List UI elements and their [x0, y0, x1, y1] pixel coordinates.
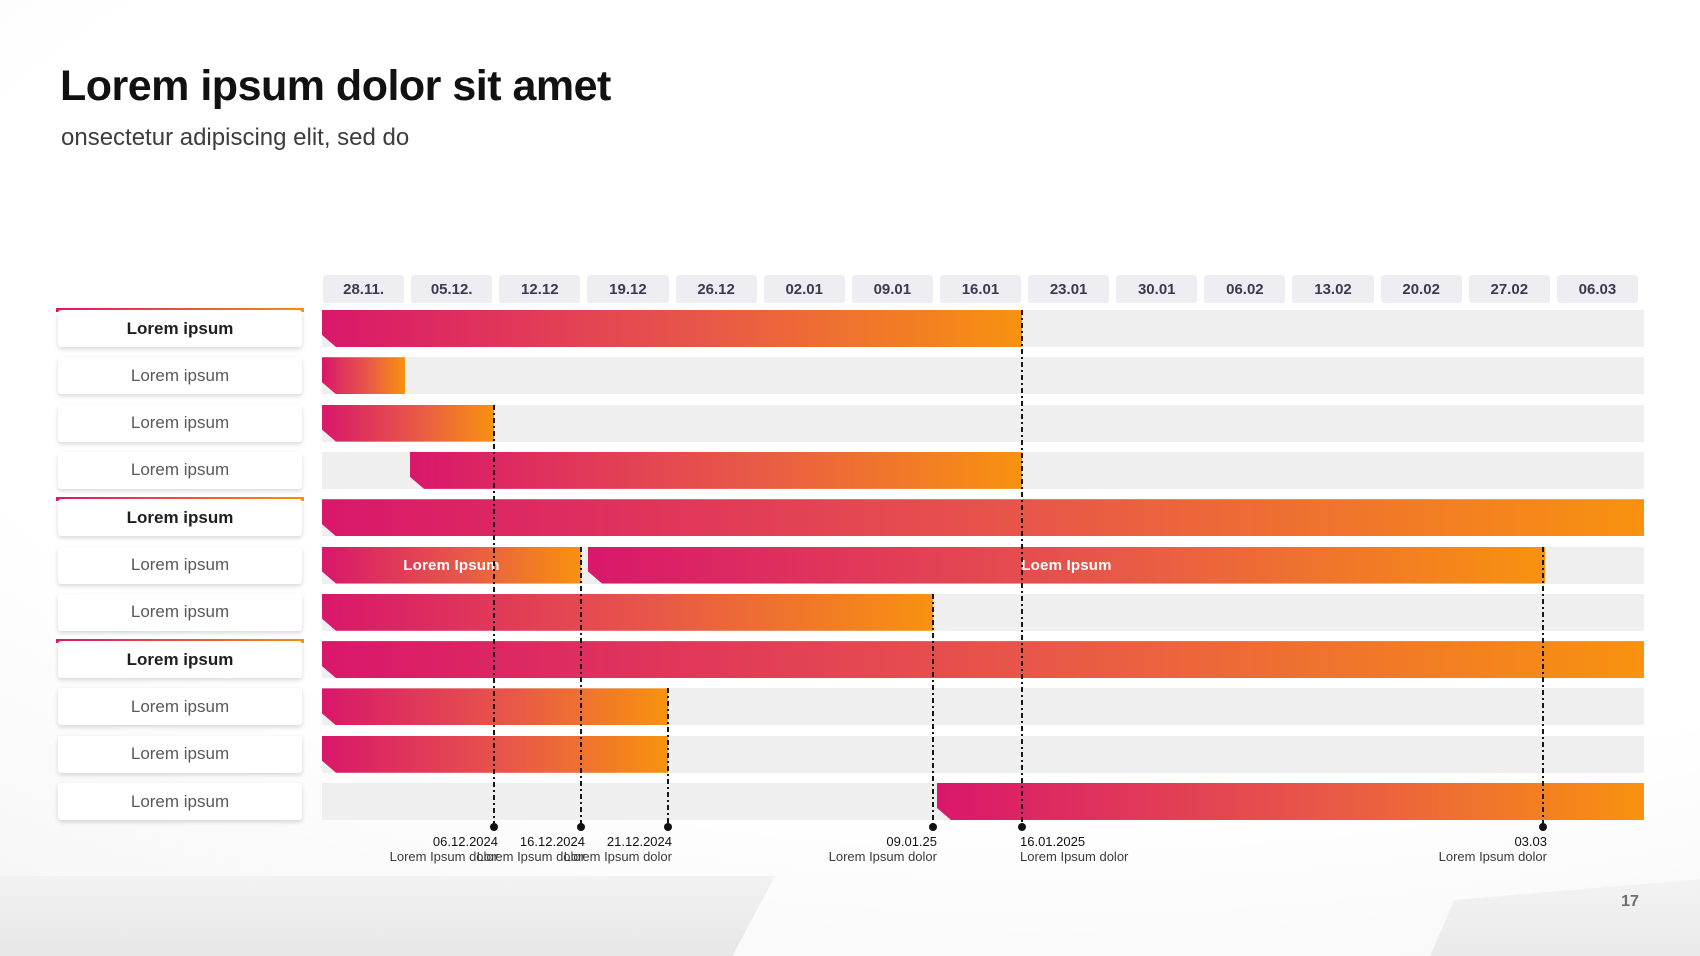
date-pill: 30.01 — [1116, 275, 1198, 303]
row-label: Lorem ipsum — [58, 593, 302, 631]
milestone-date: 16.12.2024 — [519, 834, 585, 849]
milestone-line — [580, 547, 582, 827]
gantt-bar — [322, 594, 933, 631]
gantt-bar — [322, 688, 668, 725]
milestone-dot — [664, 823, 672, 831]
milestone-date: 06.12.2024 — [432, 834, 498, 849]
date-pill: 27.02 — [1468, 275, 1550, 303]
gantt-bar — [322, 641, 1644, 678]
row-track — [322, 404, 1644, 442]
row-label: Lorem ipsum — [58, 451, 302, 489]
milestone-line — [667, 688, 669, 827]
milestone-label: 03.03 Lorem Ipsum dolor — [1439, 834, 1547, 864]
page-number: 17 — [1621, 893, 1639, 910]
milestone-dot — [1539, 823, 1547, 831]
date-pill: 23.01 — [1028, 275, 1110, 303]
milestone-date: 03.03 — [1514, 834, 1547, 849]
date-pill: 16.01 — [939, 275, 1022, 303]
gantt-bar — [322, 736, 668, 773]
date-pill: 12.12 — [499, 275, 581, 303]
date-pill: 06.03 — [1556, 275, 1638, 303]
date-pill: 28.11. — [323, 275, 405, 303]
milestone-line — [1542, 547, 1544, 827]
row-label: Lorem ipsum — [58, 499, 302, 537]
bottom-left-decoration — [0, 876, 775, 956]
date-pill: 05.12. — [411, 275, 493, 303]
milestone-label: 09.01.25 Lorem Ipsum dolor — [829, 834, 937, 864]
milestone-line — [932, 594, 934, 827]
gantt-bar — [322, 310, 1022, 347]
row-label: Lorem ipsum — [58, 735, 302, 773]
milestone-caption: Lorem Ipsum dolor — [1020, 849, 1129, 864]
milestone-caption: Lorem Ipsum dolor — [476, 849, 585, 864]
milestone-date: 09.01.25 — [886, 834, 937, 849]
date-pill: 13.02 — [1292, 275, 1374, 303]
row-label: Lorem ipsum — [58, 783, 302, 820]
milestone-caption: Lorem Ipsum dolor — [389, 849, 498, 864]
gantt-bar — [322, 405, 494, 442]
row-label: Lorem ipsum — [58, 546, 302, 584]
milestone-label: 06.12.2024 Lorem Ipsum dolor — [390, 834, 498, 864]
row-label: Lorem ipsum — [58, 357, 302, 395]
gantt-bar — [937, 783, 1644, 820]
milestone-label: 16.01.2025 Lorem Ipsum dolor — [1020, 834, 1128, 864]
milestone-line — [493, 405, 495, 827]
milestone-label: 21.12.2024 Lorem Ipsum dolor — [564, 834, 672, 864]
date-pill: 06.02 — [1204, 275, 1286, 303]
gantt-bar — [322, 357, 405, 394]
date-pill: 26.12 — [675, 275, 757, 303]
milestone-label: 16.12.2024 Lorem Ipsum dolor — [477, 834, 585, 864]
bar-label: Lorem Ipsum — [403, 556, 500, 574]
milestone-caption: Lorem Ipsum dolor — [563, 849, 672, 864]
milestone-caption: Lorem Ipsum dolor — [828, 849, 937, 864]
row-label: Lorem ipsum — [58, 641, 302, 679]
gantt-bar — [410, 452, 1022, 489]
gantt-bar: Lorem Ipsum — [322, 547, 581, 584]
date-pill: 20.02 — [1380, 275, 1462, 303]
date-pill: 09.01 — [851, 275, 933, 303]
row-label: Lorem ipsum — [58, 688, 302, 726]
slide-subtitle: onsectetur adipiscing elit, sed do — [61, 124, 410, 151]
gantt-bar: Loem Ipsum — [588, 547, 1545, 584]
milestone-date: 16.01.2025 — [1020, 834, 1086, 849]
date-pill: 19.12 — [587, 275, 669, 303]
milestone-dot — [929, 823, 937, 831]
bar-label: Loem Ipsum — [1021, 556, 1112, 574]
slide-title: Lorem ipsum dolor sit amet — [60, 62, 611, 110]
milestone-dot — [490, 823, 498, 831]
milestone-caption: Lorem Ipsum dolor — [1438, 849, 1547, 864]
milestone-dot — [1018, 823, 1026, 831]
row-label: Lorem ipsum — [58, 310, 302, 347]
row-track — [322, 357, 1644, 395]
bottom-right-decoration — [1430, 879, 1700, 956]
date-pill: 02.01 — [763, 275, 845, 303]
milestone-dot — [577, 823, 585, 831]
milestone-line — [1021, 310, 1023, 827]
gantt-bar — [322, 499, 1644, 536]
milestone-date: 21.12.2024 — [606, 834, 672, 849]
row-label: Lorem ipsum — [58, 404, 302, 442]
